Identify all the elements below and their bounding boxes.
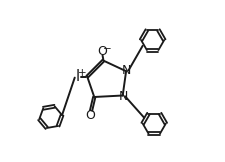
Text: O: O <box>86 109 95 122</box>
Text: +: + <box>78 68 87 78</box>
Text: O: O <box>98 45 108 58</box>
Text: N: N <box>122 64 131 77</box>
Text: N: N <box>119 90 128 103</box>
Text: −: − <box>103 44 112 53</box>
Text: I: I <box>76 69 80 84</box>
